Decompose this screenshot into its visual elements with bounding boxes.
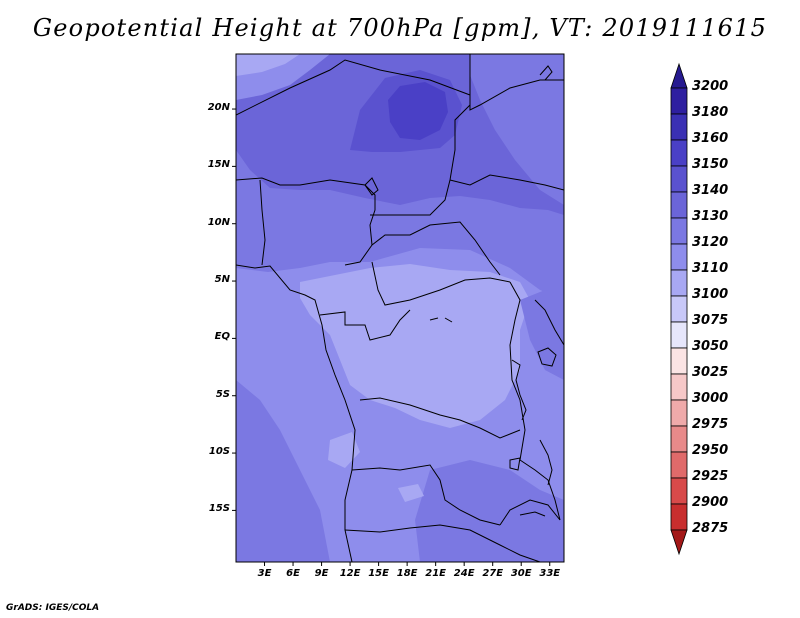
- lon-label: 24E: [453, 568, 475, 579]
- colorbar-level-label: 3025: [692, 365, 729, 380]
- colorbar-level-label: 2975: [692, 417, 729, 432]
- lon-label: 18E: [396, 568, 418, 579]
- border-car-north: [371, 221, 501, 276]
- border-benin: [259, 179, 266, 266]
- country-borders: [236, 54, 564, 562]
- lat-label: 10N: [207, 216, 230, 228]
- colorbar-level-label: 3000: [692, 391, 729, 406]
- lon-label: 3E: [257, 568, 272, 579]
- lat-label: 10S: [208, 446, 230, 458]
- colorbar-swatch: [670, 295, 688, 323]
- lon-label: 30E: [510, 568, 532, 579]
- field-3110-congo: [300, 264, 530, 428]
- field-3130-sw: [236, 380, 330, 562]
- border-kenya: [534, 299, 564, 346]
- border-car-south: [371, 261, 511, 306]
- colorbar-swatch: [670, 113, 688, 141]
- colorbar-swatch: [670, 399, 688, 427]
- colorbar-level-label: 3200: [692, 79, 729, 94]
- lon-label: 12E: [339, 568, 361, 579]
- colorbar-level-label: 2950: [692, 443, 729, 458]
- colorbar-swatch: [670, 139, 688, 167]
- map-frame: [235, 53, 565, 563]
- field-3110-nw: [236, 54, 300, 76]
- field-3160-core: [388, 82, 448, 140]
- lon-label: 27E: [482, 568, 504, 579]
- colorbar-level-label: 3180: [692, 105, 729, 120]
- border-sudan-south: [449, 174, 564, 191]
- lon-label: 33E: [539, 568, 561, 579]
- lon-label: 15E: [368, 568, 389, 579]
- lat-label: 15S: [208, 503, 230, 515]
- coastline-west: [236, 264, 356, 562]
- border-zimbabwe: [499, 499, 561, 526]
- colorbar-level-label: 3050: [692, 339, 729, 354]
- colorbar-swatch: [670, 191, 688, 219]
- lat-label: 15N: [207, 159, 230, 171]
- border-malawi: [519, 459, 561, 521]
- lat-label: 5N: [214, 274, 230, 286]
- border-gabon-congo: [319, 309, 411, 341]
- field-3130-ne: [470, 54, 564, 205]
- lake-kariba: [519, 511, 546, 517]
- border-namibia-botswana: [344, 524, 541, 562]
- colorbar-swatch: [670, 503, 688, 531]
- border-chad-east: [370, 104, 471, 216]
- colorbar-swatch: [670, 451, 688, 479]
- colorbar-swatch: [670, 347, 688, 375]
- colorbar-level-label: 3075: [692, 313, 729, 328]
- colorbar-swatch: [670, 217, 688, 245]
- lake-bangweulu: [509, 457, 521, 471]
- border-sahara-north: [236, 54, 471, 116]
- lon-label: 6E: [286, 568, 300, 579]
- colorbar-level-label: 2875: [692, 521, 729, 536]
- colorbar-level-label: 3110: [692, 261, 729, 276]
- border-egypt-sudan: [469, 54, 564, 111]
- lake-malawi: [539, 439, 553, 486]
- border-drc-east: [509, 281, 526, 461]
- colorbar: [670, 62, 688, 556]
- colorbar-swatch: [670, 321, 688, 349]
- border-angola-zambia: [351, 464, 501, 526]
- lat-label: 5S: [215, 388, 230, 400]
- coast-red-sea: [539, 65, 553, 81]
- colorbar-level-label: 3100: [692, 287, 729, 302]
- border-niger-nigeria: [236, 177, 376, 266]
- grads-credit: GrADS: IGES/COLA: [6, 603, 100, 613]
- colorbar-bottom-arrow: [670, 529, 688, 556]
- field-3110-pocket-a: [328, 432, 360, 468]
- colorbar-level-label: 3140: [692, 183, 729, 198]
- colorbar-level-label: 3130: [692, 209, 729, 224]
- colorbar-swatch: [670, 269, 688, 297]
- colorbar-level-label: 3150: [692, 157, 729, 172]
- field-3130-east: [520, 290, 564, 380]
- colorbar-level-label: 3160: [692, 131, 729, 146]
- lon-label: 21E: [425, 568, 447, 579]
- lat-label: EQ: [214, 331, 230, 343]
- field-3110-pocket-b: [398, 484, 424, 502]
- colorbar-swatch: [670, 165, 688, 193]
- lon-label: 9E: [314, 568, 329, 579]
- colorbar-top-arrow: [670, 62, 688, 89]
- colorbar-level-label: 2900: [692, 495, 729, 510]
- colorbar-level-label: 2925: [692, 469, 729, 484]
- colorbar-swatch: [670, 425, 688, 453]
- latitude-ticks: [232, 108, 236, 511]
- field-3130-south: [415, 460, 564, 562]
- colorbar-swatch: [670, 477, 688, 505]
- border-drc-angola: [359, 397, 521, 439]
- map-title: Geopotential Height at 700hPa [gpm], VT:…: [32, 14, 768, 42]
- colorbar-swatch: [670, 243, 688, 271]
- lake-tanganyika: [511, 359, 527, 421]
- lake-chad: [364, 177, 379, 196]
- height-field: [236, 54, 564, 562]
- river-congo: [429, 317, 453, 323]
- lake-victoria: [537, 347, 557, 367]
- colorbar-swatch: [670, 87, 688, 115]
- longitude-ticks: [264, 562, 551, 566]
- colorbar-level-label: 3120: [692, 235, 729, 250]
- colorbar-swatch: [670, 373, 688, 401]
- lat-label: 20N: [207, 102, 230, 114]
